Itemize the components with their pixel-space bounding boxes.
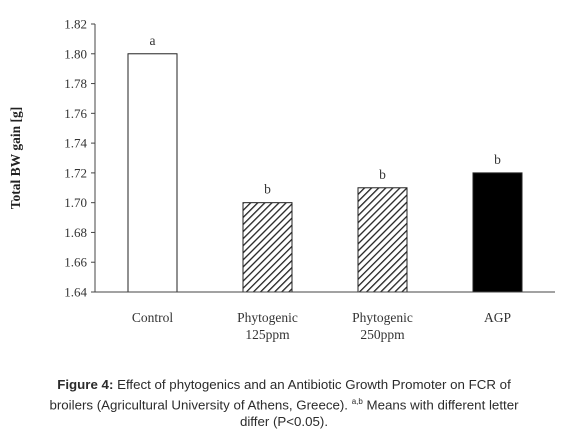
caption-text-1: Effect of phytogenics and an Antibiotic …: [113, 377, 511, 392]
caption-text-3: differ (P<0.05).: [239, 414, 329, 430]
significance-letter: b: [264, 182, 271, 197]
caption-line-3: differ (P<0.05).: [4, 413, 564, 430]
x-category-label: AGP: [484, 310, 511, 325]
significance-letters: a b b b: [150, 33, 502, 197]
figure-caption: Figure 4: Effect of phytogenics and an A…: [4, 376, 564, 430]
caption-superscript: a,b: [351, 397, 363, 406]
x-axis-categories: Control Phytogenic 125ppm Phytogenic 250ppm A…: [132, 310, 511, 342]
x-category-label: Control: [132, 310, 174, 325]
y-tick-label: 1.80: [64, 46, 87, 61]
bar: [242, 202, 293, 293]
x-category-label: 125ppm: [245, 327, 290, 342]
caption-line-2: broilers (Agricultural University of Ath…: [4, 393, 564, 413]
significance-letter: a: [150, 33, 156, 48]
y-tick-label: 1.68: [64, 225, 87, 240]
caption-label: Figure 4:: [57, 377, 114, 392]
bar: [127, 53, 178, 293]
y-tick-label: 1.76: [64, 106, 87, 121]
y-tick-label: 1.64: [64, 285, 87, 300]
significance-letter: b: [494, 152, 501, 167]
bars: [127, 53, 523, 293]
caption-text-2b: Means with different letter: [362, 397, 519, 413]
x-category-label: 250ppm: [360, 327, 405, 342]
bar: [472, 172, 523, 293]
y-tick-label: 1.72: [64, 165, 87, 180]
y-tick-label: 1.66: [64, 255, 87, 270]
x-category-label: Phytogenic: [237, 310, 298, 325]
x-category-label: Phytogenic: [352, 310, 413, 325]
y-tick-label: 1.74: [64, 136, 87, 151]
caption-line-1: Figure 4: Effect of phytogenics and an A…: [4, 376, 564, 393]
bar: [357, 187, 408, 293]
significance-letter: b: [379, 167, 386, 182]
y-axis-ticks: 1.64 1.66 1.68 1.70 1.72 1.74 1.76 1.78 1.80 1.82: [64, 17, 95, 300]
caption-text-2a: broilers (Agricultural University of Ath…: [49, 397, 352, 413]
y-axis-label: Total BW gain [g]: [8, 107, 23, 209]
y-tick-label: 1.78: [64, 76, 87, 91]
y-tick-label: 1.70: [64, 195, 87, 210]
bar-chart: Total BW gain [g] 1.641.661.681.701.721.…: [8, 17, 555, 342]
y-tick-label: 1.82: [64, 17, 87, 32]
